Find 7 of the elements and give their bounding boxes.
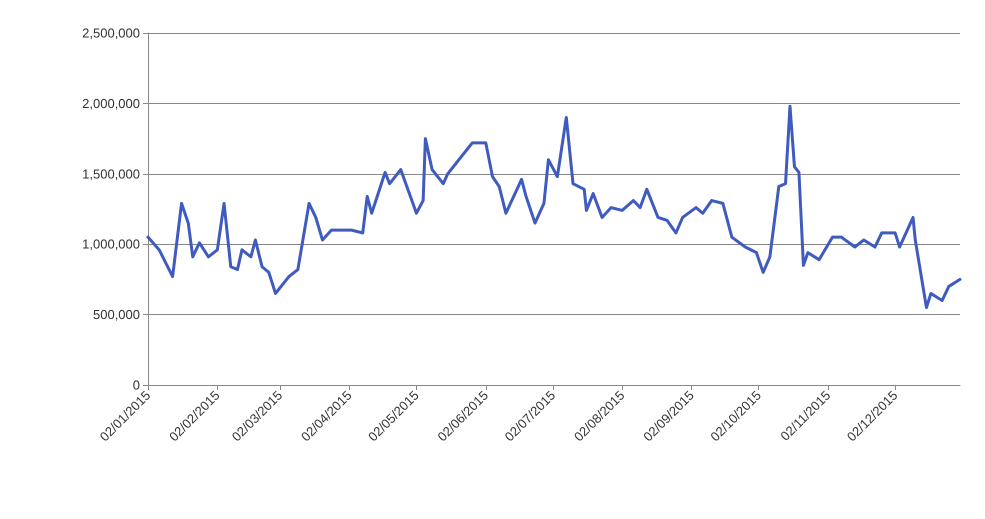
y-tick-label: 1,000,000 xyxy=(82,236,140,252)
y-tick-label: 2,000,000 xyxy=(82,96,140,111)
y-tick-label: 500,000 xyxy=(93,307,140,322)
y-tick-label: 1,500,000 xyxy=(82,166,140,182)
line-series xyxy=(146,104,962,310)
y-tick-label: 0 xyxy=(132,378,140,392)
y-tick-label: 2,500,000 xyxy=(82,26,140,40)
